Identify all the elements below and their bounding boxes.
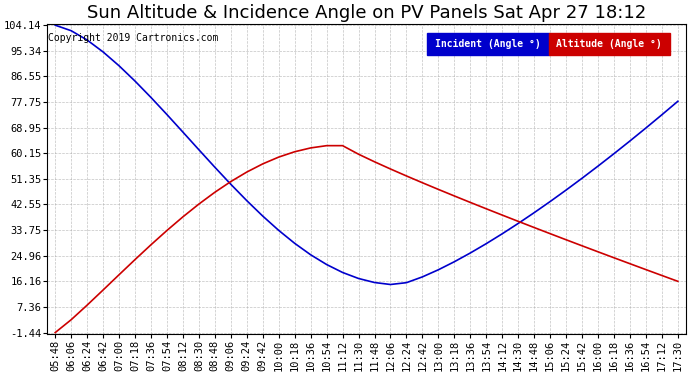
Bar [427,33,549,55]
Text: Incident (Angle °): Incident (Angle °) [435,39,541,49]
Bar [549,33,670,55]
Title: Sun Altitude & Incidence Angle on PV Panels Sat Apr 27 18:12: Sun Altitude & Incidence Angle on PV Pan… [87,4,646,22]
Text: Copyright 2019 Cartronics.com: Copyright 2019 Cartronics.com [48,33,219,43]
Text: Altitude (Angle °): Altitude (Angle °) [556,39,662,49]
